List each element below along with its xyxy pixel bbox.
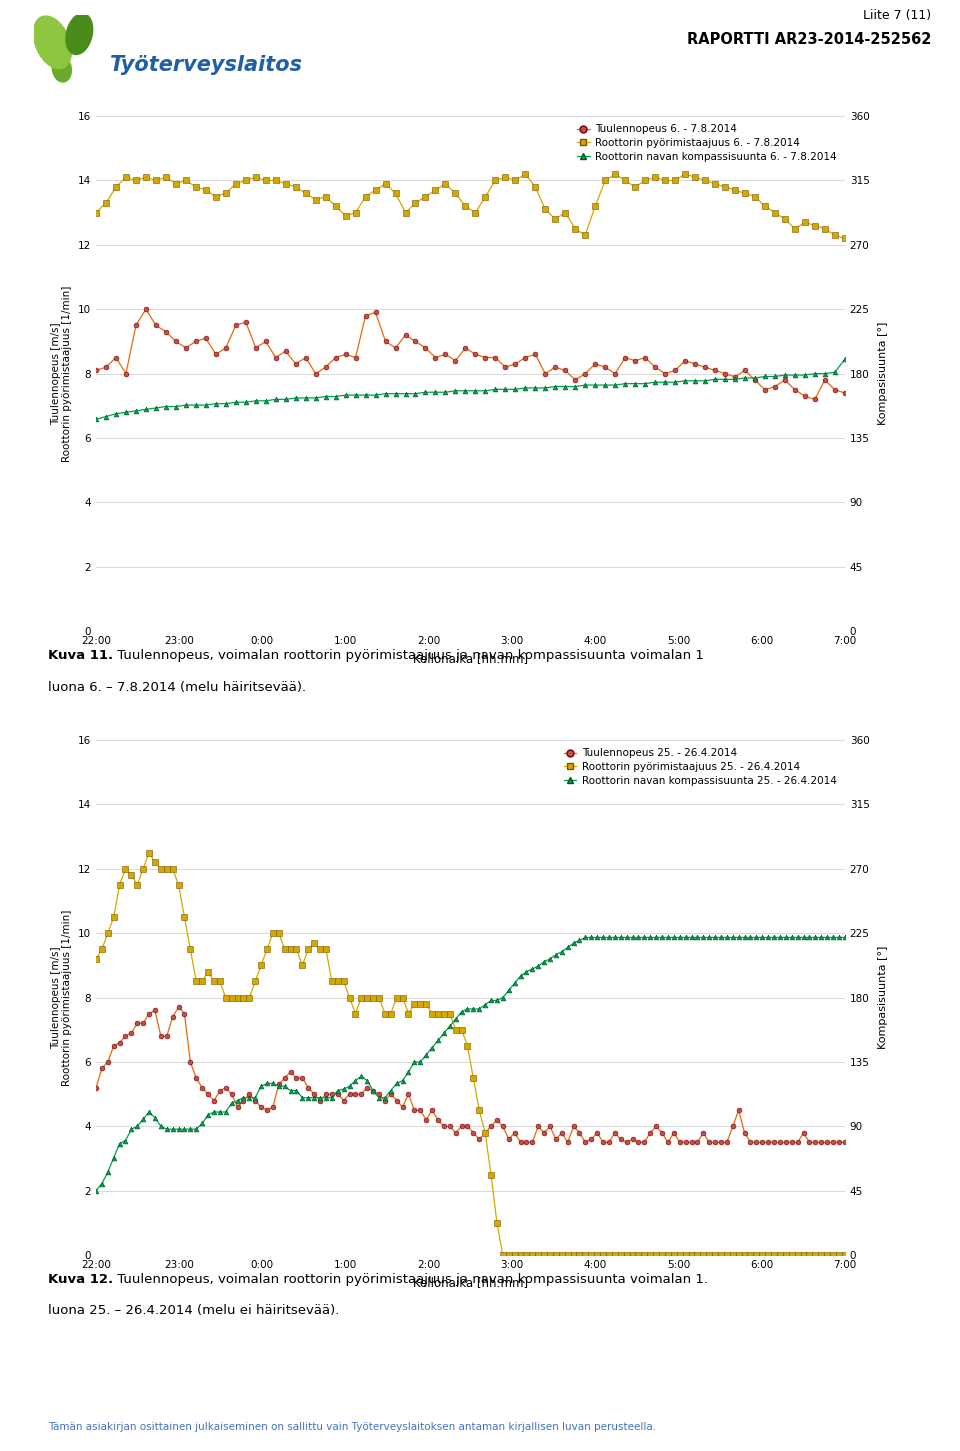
Text: luona 6. – 7.8.2014 (melu häiritsevää).: luona 6. – 7.8.2014 (melu häiritsevää). <box>48 681 306 694</box>
Y-axis label: Kompasisuunta [°]: Kompasisuunta [°] <box>877 946 888 1049</box>
Text: luona 25. – 26.4.2014 (melu ei häiritsevää).: luona 25. – 26.4.2014 (melu ei häiritsev… <box>48 1304 340 1318</box>
Ellipse shape <box>52 55 71 81</box>
X-axis label: Kellonaika [hh:mm]: Kellonaika [hh:mm] <box>413 1275 528 1288</box>
Y-axis label: Tuulennopeus [m/s]
Roottorin pyörimistaajuus [1/min]: Tuulennopeus [m/s] Roottorin pyörimistaa… <box>51 910 72 1085</box>
Text: Tuulennopeus, voimalan roottorin pyörimistaajuus ja navan kompassisuunta voimala: Tuulennopeus, voimalan roottorin pyörimi… <box>113 649 704 662</box>
X-axis label: Kellonaika [hh:mm]: Kellonaika [hh:mm] <box>413 651 528 665</box>
Text: Tämän asiakirjan osittainen julkaiseminen on sallittu vain Työterveyslaitoksen a: Tämän asiakirjan osittainen julkaisemine… <box>48 1422 656 1432</box>
Y-axis label: Tuulennopeus [m/s]
Roottorin pyörimistaajuus [1/min]: Tuulennopeus [m/s] Roottorin pyörimistaa… <box>51 286 72 461</box>
Legend: Tuulennopeus 25. - 26.4.2014, Roottorin pyörimistaajuus 25. - 26.4.2014, Roottor: Tuulennopeus 25. - 26.4.2014, Roottorin … <box>561 746 840 789</box>
Text: Liite 7 (11): Liite 7 (11) <box>863 9 931 22</box>
Text: Työterveyslaitos: Työterveyslaitos <box>110 55 302 75</box>
Text: RAPORTTI AR23-2014-252562: RAPORTTI AR23-2014-252562 <box>686 32 931 46</box>
Ellipse shape <box>66 13 93 55</box>
Text: Kuva 11.: Kuva 11. <box>48 649 113 662</box>
Legend: Tuulennopeus 6. - 7.8.2014, Roottorin pyörimistaajuus 6. - 7.8.2014, Roottorin n: Tuulennopeus 6. - 7.8.2014, Roottorin py… <box>574 122 840 165</box>
Y-axis label: Kompasisuunta [°]: Kompasisuunta [°] <box>877 322 888 425</box>
Text: Kuva 12.: Kuva 12. <box>48 1273 113 1286</box>
Ellipse shape <box>34 16 71 68</box>
Text: Tuulennopeus, voimalan roottorin pyörimistaajuus ja navan kompassisuunta voimala: Tuulennopeus, voimalan roottorin pyörimi… <box>113 1273 708 1286</box>
